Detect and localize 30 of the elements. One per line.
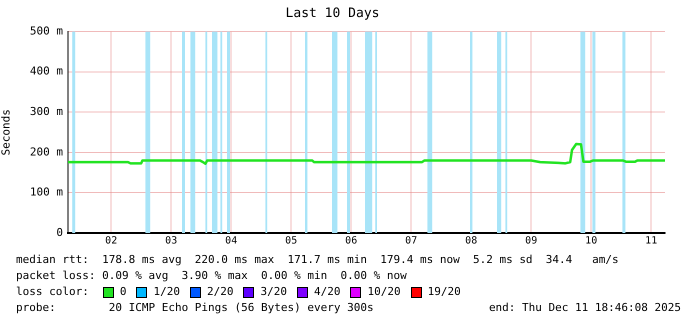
text: median rtt: 178.8 ms avg 220.0 ms max 171.7 ms min 179.4 ms now 5.2 ms sd 34.4 am/s bbox=[15, 252, 620, 268]
y-axis-title: Seconds bbox=[0, 109, 12, 156]
x-tick-label: 03 bbox=[165, 236, 178, 247]
y-tick-label: 100 m bbox=[30, 186, 64, 199]
legend-label: 2/20 bbox=[206, 284, 234, 300]
y-tick-label: 300 m bbox=[30, 105, 64, 118]
legend-label: 1/20 bbox=[153, 284, 180, 300]
legend-label: 10/20 bbox=[367, 284, 401, 300]
text: packet loss: 0.09 % avg 3.90 % max 0.00 % min 0.00 % now bbox=[15, 268, 408, 284]
x-tick-label: 07 bbox=[405, 236, 418, 247]
y-tick-label: 200 m bbox=[30, 145, 64, 158]
x-tick-label: 05 bbox=[285, 236, 298, 247]
legend-title: loss color: bbox=[16, 284, 89, 300]
x-tick-label: 02 bbox=[105, 236, 118, 247]
x-tick-label: 06 bbox=[345, 236, 358, 247]
text: probe: 20 ICMP Echo Pings (56 Bytes) every 300s bbox=[16, 300, 374, 316]
y-tick-label: 0 bbox=[56, 226, 63, 239]
x-tick-label: 08 bbox=[465, 236, 478, 247]
legend-label: 19/20 bbox=[428, 284, 461, 300]
x-tick-label: 09 bbox=[525, 236, 538, 247]
legend-label: 0 bbox=[120, 284, 126, 300]
legend-label: 4/20 bbox=[314, 284, 340, 300]
legend-label: 3/20 bbox=[260, 284, 287, 300]
x-tick-label: 04 bbox=[225, 236, 238, 247]
x-tick-label: 10 bbox=[585, 236, 598, 247]
y-tick-label: 400 m bbox=[30, 64, 64, 78]
chart-title: Last 10 Days bbox=[286, 6, 380, 22]
x-tick-label: 11 bbox=[645, 236, 658, 247]
y-tick-label: 500 m bbox=[30, 24, 64, 38]
text: end: Thu Dec 11 18:46:08 2025 bbox=[488, 300, 681, 316]
